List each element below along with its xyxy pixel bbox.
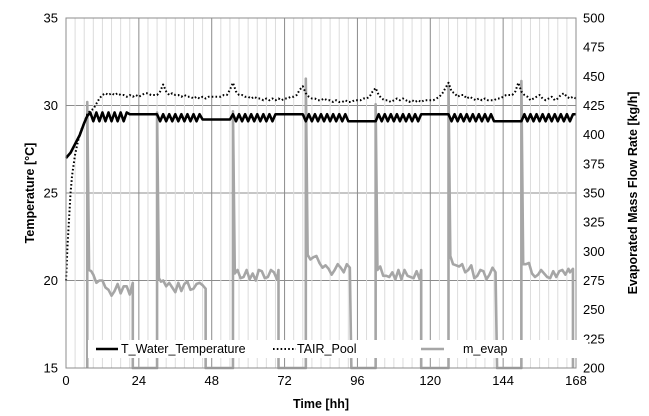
y-right-tick-label: 250 [583,302,605,317]
x-tick-label: 120 [419,373,441,388]
plot-series [65,77,577,370]
y-right-tick-label: 400 [583,127,605,142]
y-left-tick-label: 20 [44,273,58,288]
series-t-water-temperature-line [65,111,576,159]
y-right-tick-label: 450 [583,69,605,84]
x-tick-label: 96 [350,373,364,388]
y-right-axis-title: Evaporated Mass Flow Rate [kg/h] [626,92,640,295]
y-right-tick-labels: 200 225 250 275 300 325 350 375 400 425 450 475 500 [583,11,605,376]
y-left-tick-labels: 15 20 25 30 35 [44,11,58,376]
x-axis-title: Time [hh] [293,397,349,411]
y-right-tick-label: 200 [583,361,605,376]
x-tick-label: 24 [132,373,146,388]
x-tick-label: 48 [204,373,218,388]
y-right-tick-label: 425 [583,98,605,113]
x-tick-label: 0 [62,373,69,388]
legend-background [88,340,588,358]
x-tick-labels: 0 24 48 72 96 120 144 168 [62,373,586,388]
plot-area-border [65,17,577,369]
y-right-tick-label: 350 [583,186,605,201]
y-left-tick-label: 15 [44,361,58,376]
y-right-tick-label: 225 [583,331,605,346]
y-right-tick-label: 275 [583,273,605,288]
y-right-tick-label: 500 [583,11,605,26]
x-tick-label: 168 [565,373,587,388]
x-tick-label: 144 [492,373,514,388]
y-left-axis-title: Temperature [°C] [23,143,37,244]
x-tick-label: 72 [277,373,291,388]
legend-label-t-water: T_Water_Temperature [121,342,246,356]
y-right-tick-label: 300 [583,244,605,259]
y-right-tick-label: 475 [583,40,605,55]
series-m-evap-line [85,77,575,370]
y-right-tick-label: 325 [583,215,605,230]
legend: T_Water_Temperature TAIR_Pool m_evap [88,340,588,358]
legend-label-m-evap: m_evap [463,342,508,356]
legend-label-tair-pool: TAIR_Pool [297,342,357,356]
y-left-tick-label: 25 [44,186,58,201]
y-left-tick-label: 35 [44,11,58,26]
y-left-tick-label: 30 [44,98,58,113]
y-right-tick-label: 375 [583,156,605,171]
